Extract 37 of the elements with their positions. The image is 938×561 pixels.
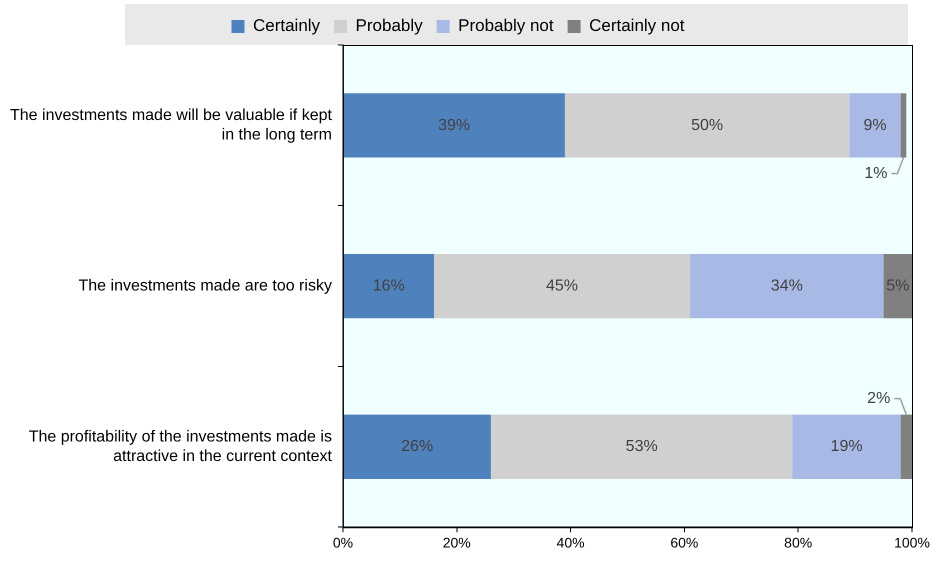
data-label: 1% <box>864 164 888 182</box>
data-label: 5% <box>886 278 910 295</box>
bar <box>343 254 434 318</box>
data-label: 2% <box>867 390 890 408</box>
legend-label: Probably not <box>458 16 554 36</box>
x-tick-label: 40% <box>556 534 585 550</box>
y-tick-label: The investments made are too risky <box>78 278 332 295</box>
legend-label: Probably <box>356 16 424 36</box>
bar <box>343 414 491 479</box>
legend-label: Certainly <box>252 16 321 36</box>
data-label: 50% <box>691 116 724 134</box>
y-tick-label: The investments made will be valuable if kept in the long term <box>10 107 332 144</box>
x-tick-label: 80% <box>784 534 812 550</box>
x-tick-label: 100% <box>894 534 930 550</box>
data-label: 45% <box>546 278 578 295</box>
bar <box>490 414 792 479</box>
data-label: 34% <box>770 278 803 295</box>
bar <box>884 254 912 318</box>
bar <box>564 93 850 158</box>
x-tick-label: 0% <box>332 534 354 550</box>
bar <box>690 254 884 318</box>
bar <box>434 254 690 318</box>
y-tick-label: The profitability of the investments made is attractive in the current context <box>28 428 332 465</box>
x-tick-label: 20% <box>442 534 471 550</box>
data-label: 39% <box>438 116 470 134</box>
data-label: 26% <box>401 438 434 456</box>
legend-label: Certainly not <box>589 16 685 36</box>
x-tick-label: 60% <box>670 534 698 550</box>
bar <box>792 414 901 479</box>
bar <box>343 93 565 158</box>
data-label: 16% <box>372 278 405 295</box>
data-label: 53% <box>626 438 658 456</box>
bar <box>900 93 906 158</box>
data-label: 9% <box>863 116 887 134</box>
bar <box>900 414 912 479</box>
data-label: 19% <box>830 438 863 456</box>
bar <box>849 93 901 158</box>
